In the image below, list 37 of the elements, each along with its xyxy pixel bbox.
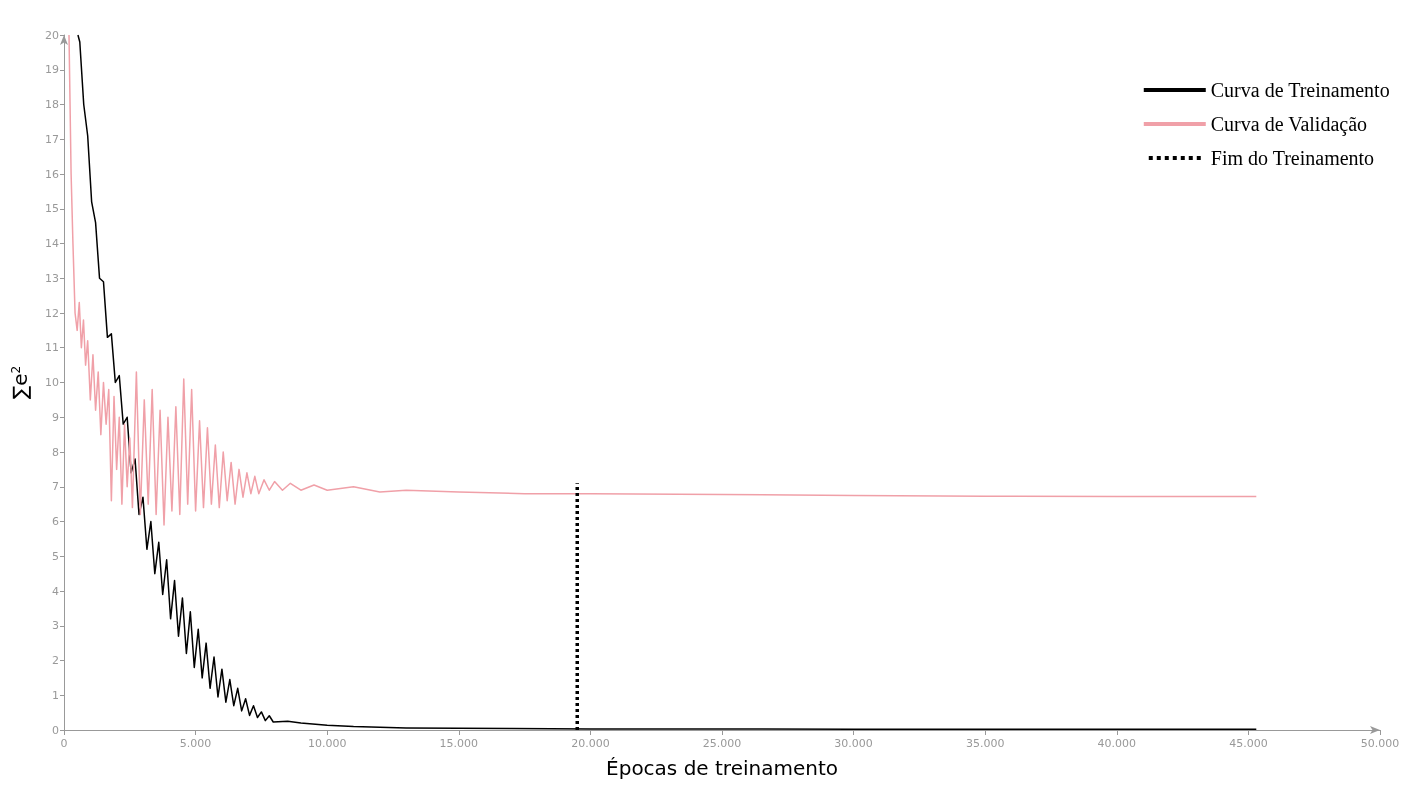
- x-tick-label: 50.000: [1360, 737, 1400, 750]
- y-tick-label: 2: [52, 654, 59, 667]
- y-tick-label: 18: [45, 98, 59, 111]
- x-tick-label: 35.000: [965, 737, 1005, 750]
- x-tick-label: 10.000: [307, 737, 347, 750]
- x-tick-label: 5.000: [179, 737, 212, 750]
- y-tick-label: 13: [45, 271, 59, 285]
- x-tick-label: 25.000: [702, 737, 742, 750]
- legend-label: Curva de Treinamento: [1210, 79, 1390, 101]
- x-tick-label: 0: [60, 737, 68, 750]
- y-tick-label: 20: [45, 28, 59, 42]
- y-tick-label: 4: [52, 584, 59, 598]
- y-tick-label: 14: [45, 237, 59, 250]
- y-tick-label: 16: [45, 167, 59, 181]
- y-tick-label: 9: [52, 410, 59, 424]
- y-axis-title: ∑e2: [8, 365, 32, 400]
- y-tick-label: 5: [52, 549, 59, 563]
- y-tick-label: 1: [52, 688, 59, 702]
- y-tick-label: 7: [52, 480, 59, 494]
- x-tick-label: 15.000: [439, 737, 479, 750]
- x-axis-title: Épocas de treinamento: [606, 756, 838, 780]
- y-tick-label: 11: [45, 341, 59, 355]
- x-tick-label: 40.000: [1097, 737, 1137, 750]
- legend-label: Curva de Validação: [1210, 113, 1368, 136]
- x-tick-label: 20.000: [571, 737, 610, 750]
- x-tick-label: 30.000: [834, 737, 873, 750]
- y-tick-label: 15: [45, 202, 59, 216]
- y-tick-label: 3: [52, 619, 59, 633]
- y-tick-label: 8: [52, 445, 59, 459]
- x-tick-label: 45.000: [1229, 737, 1268, 750]
- y-tick-label: 6: [52, 515, 59, 528]
- y-tick-label: 17: [45, 132, 59, 146]
- y-tick-label: 10: [45, 376, 59, 389]
- legend-label: Fim do Treinamento: [1210, 147, 1375, 169]
- y-tick-label: 12: [45, 306, 59, 320]
- y-tick-label: 0: [52, 723, 59, 737]
- y-tick-label: 19: [45, 63, 59, 77]
